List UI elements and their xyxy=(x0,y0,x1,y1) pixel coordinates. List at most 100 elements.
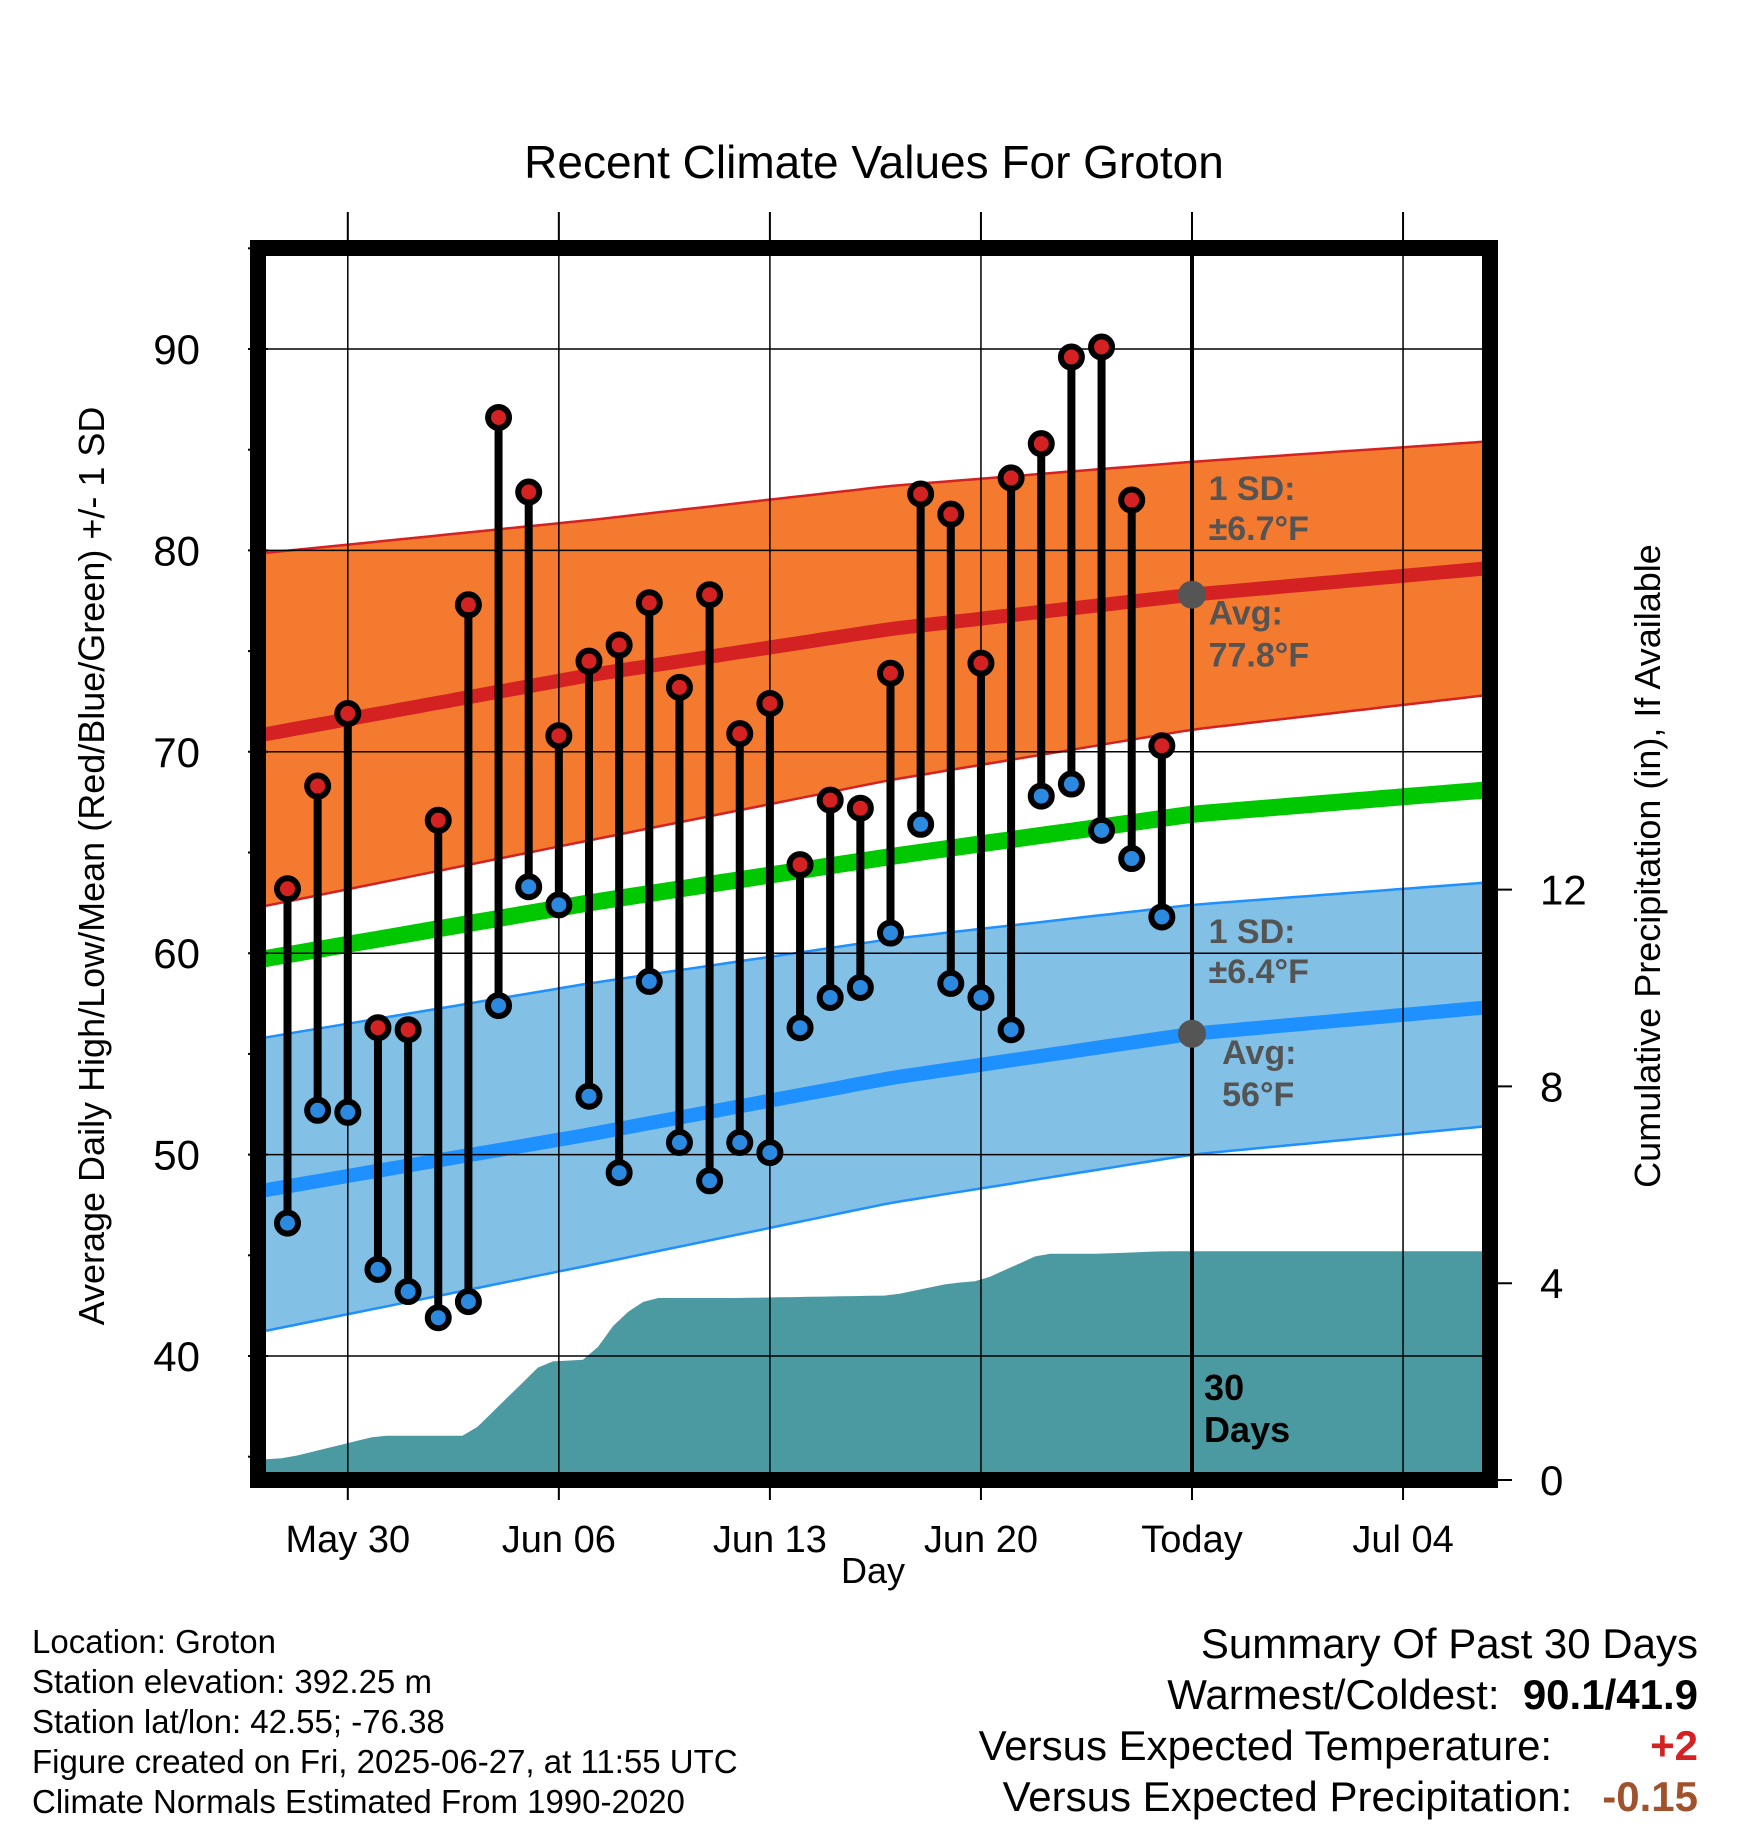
daily-low-point xyxy=(304,1096,332,1124)
daily-high-point xyxy=(274,875,301,903)
y-right-tick-label: 4 xyxy=(1540,1260,1563,1307)
today-days-annotation-2: Days xyxy=(1204,1409,1290,1450)
daily-high-point xyxy=(696,581,724,609)
daily-low-point xyxy=(274,1209,301,1237)
daily-high-point xyxy=(756,689,784,717)
low-avg-value-annotation: 56°F xyxy=(1222,1076,1294,1114)
temperature-departure-label: Versus Expected Temperature: xyxy=(978,1722,1553,1769)
normal-mean-line xyxy=(258,781,1486,969)
location-text: Location: Groton xyxy=(32,1623,276,1660)
station-info: Location: Groton Station elevation: 392.… xyxy=(32,1622,738,1822)
daily-high-point xyxy=(334,700,362,728)
daily-high-point xyxy=(575,647,603,675)
daily-low-point xyxy=(485,992,513,1020)
x-tick-label: Today xyxy=(1141,1519,1242,1561)
daily-low-point xyxy=(756,1139,784,1167)
daily-low-point xyxy=(907,810,935,838)
y-left-tick-label: 90 xyxy=(153,326,200,373)
daily-high-point xyxy=(1027,430,1055,458)
y-left-tick-label: 60 xyxy=(153,930,200,977)
daily-low-point xyxy=(877,919,904,947)
daily-low-point xyxy=(334,1098,362,1126)
daily-low-point xyxy=(786,1014,814,1042)
x-tick-label: Jun 06 xyxy=(502,1519,616,1561)
daily-low-point xyxy=(394,1278,422,1306)
low-avg-annotation: Avg: xyxy=(1222,1034,1296,1072)
low-sd-value-annotation: ±6.4°F xyxy=(1209,953,1309,991)
daily-high-point xyxy=(846,794,874,822)
daily-high-point xyxy=(786,851,814,879)
daily-low-point xyxy=(1148,903,1176,931)
daily-high-point xyxy=(665,673,693,701)
daily-high-point xyxy=(1118,486,1146,514)
today-days-annotation: 30 xyxy=(1204,1367,1244,1408)
daily-high-point xyxy=(364,1014,392,1042)
daily-low-point xyxy=(1027,782,1055,810)
daily-low-point xyxy=(696,1167,724,1195)
temperature-departure-row: Versus Expected Temperature: +2 xyxy=(979,1720,1698,1771)
daily-low-point xyxy=(726,1129,754,1157)
warmest-coldest-row: Warmest/Coldest: 90.1/41.9 xyxy=(979,1669,1698,1720)
daily-low-point xyxy=(1088,816,1116,844)
daily-low-point xyxy=(846,973,874,1001)
x-tick-label: Jun 20 xyxy=(924,1519,1038,1561)
high-sd-annotation: 1 SD: xyxy=(1209,470,1296,508)
high-avg-value-annotation: 77.8°F xyxy=(1209,637,1310,675)
latlon-text: Station lat/lon: 42.55; -76.38 xyxy=(32,1703,445,1740)
warmest-coldest-label: Warmest/Coldest: xyxy=(1167,1671,1500,1718)
high-avg-annotation: Avg: xyxy=(1209,595,1283,633)
daily-high-point xyxy=(1057,343,1085,371)
low-sd-annotation: 1 SD: xyxy=(1209,913,1296,951)
x-tick-label: Jul 04 xyxy=(1352,1519,1453,1561)
summary-heading: Summary Of Past 30 Days xyxy=(1200,1620,1698,1667)
low-avg-marker xyxy=(1178,1019,1206,1048)
high-sd-value-annotation: ±6.7°F xyxy=(1209,510,1309,548)
daily-low-point xyxy=(937,969,965,997)
climate-chart: Recent Climate Values For Groton 1 SD:±6… xyxy=(71,136,1668,1591)
daily-low-point xyxy=(515,873,543,901)
daily-high-point xyxy=(967,649,995,677)
daily-high-point xyxy=(877,659,904,687)
daily-high-point xyxy=(635,589,663,617)
daily-high-point xyxy=(424,806,452,834)
daily-low-point xyxy=(575,1082,603,1110)
daily-high-point xyxy=(726,720,754,748)
daily-high-point xyxy=(394,1016,422,1044)
daily-low-point xyxy=(545,891,573,919)
daily-high-point xyxy=(1148,732,1176,760)
daily-low-point xyxy=(1057,770,1085,798)
cumulative-precip-area xyxy=(258,1251,1485,1480)
y-right-axis-label: Cumulative Precipitation (in), If Availa… xyxy=(1627,544,1668,1188)
precipitation-departure-row: Versus Expected Precipitation: -0.15 xyxy=(979,1771,1698,1822)
daily-low-point xyxy=(997,1016,1025,1044)
x-tick-label: May 30 xyxy=(285,1519,410,1561)
daily-low-point xyxy=(364,1255,392,1283)
daily-low-point xyxy=(967,984,995,1012)
normal-high-line xyxy=(258,561,1486,743)
high-sd-upper-line xyxy=(258,440,1485,555)
normals-text: Climate Normals Estimated From 1990-2020 xyxy=(32,1783,685,1820)
daily-high-point xyxy=(907,480,935,508)
daily-low-point xyxy=(635,967,663,995)
daily-low-point xyxy=(605,1159,633,1187)
summary-panel: Summary Of Past 30 Days Warmest/Coldest:… xyxy=(979,1618,1698,1822)
precipitation-departure-label: Versus Expected Precipitation: xyxy=(1002,1773,1573,1820)
high-avg-marker xyxy=(1178,580,1206,609)
daily-high-point xyxy=(997,464,1025,492)
temperature-departure-value: +2 xyxy=(1650,1722,1698,1769)
daily-high-point xyxy=(605,631,633,659)
y-right-tick-label: 0 xyxy=(1540,1457,1563,1504)
chart-title: Recent Climate Values For Groton xyxy=(524,136,1224,188)
high-sd-band xyxy=(258,441,1485,908)
y-left-tick-label: 80 xyxy=(153,527,200,574)
plot-frame xyxy=(250,240,1498,1488)
daily-high-point xyxy=(304,772,332,800)
created-text: Figure created on Fri, 2025-06-27, at 11… xyxy=(32,1743,738,1780)
y-left-tick-label: 40 xyxy=(153,1333,200,1380)
daily-high-point xyxy=(485,403,513,431)
daily-high-point xyxy=(454,591,482,619)
daily-low-point xyxy=(424,1304,452,1332)
daily-low-point xyxy=(454,1288,482,1316)
y-right-tick-label: 8 xyxy=(1540,1063,1563,1110)
